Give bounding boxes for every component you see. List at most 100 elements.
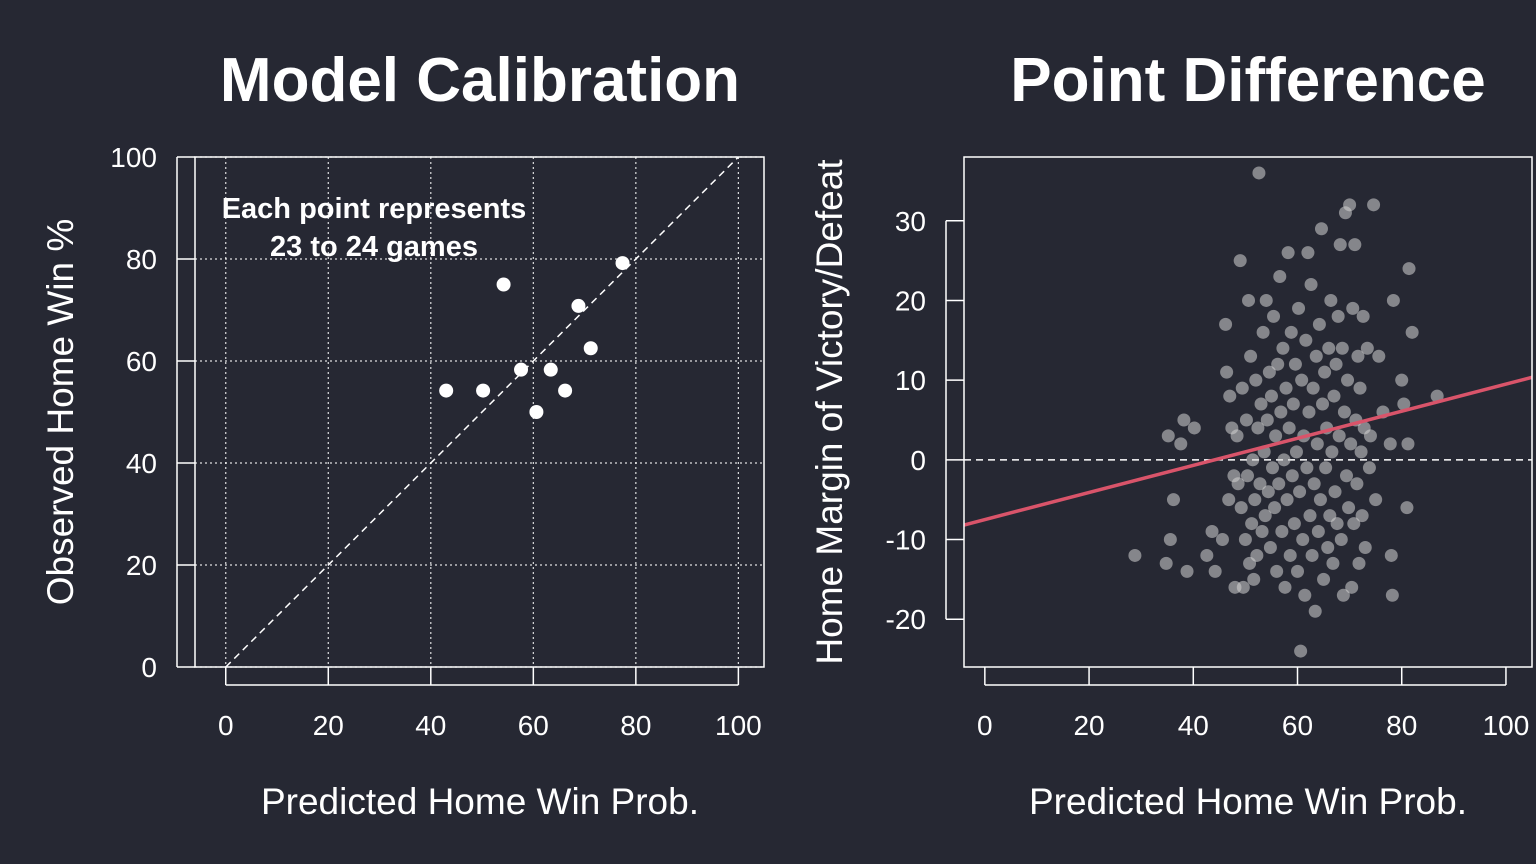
margin-point: [1327, 389, 1341, 403]
margin-point: [1336, 588, 1350, 602]
margin-point: [1205, 525, 1219, 539]
margin-point: [1309, 349, 1323, 363]
calibration-x-tick-label: 20: [313, 710, 344, 741]
margin-point: [1331, 309, 1345, 323]
calibration-point: [583, 341, 598, 356]
margin-point: [1300, 461, 1314, 475]
margin-point: [1161, 429, 1175, 443]
margin-point: [1281, 246, 1295, 260]
margin-point: [1325, 445, 1339, 459]
margin-point: [1278, 580, 1292, 594]
calibration-point: [496, 277, 511, 292]
margin-point: [1354, 445, 1368, 459]
margin-point: [1260, 413, 1274, 427]
margin-point: [1265, 461, 1279, 475]
margin-point: [1308, 604, 1322, 618]
calibration-point: [615, 256, 630, 271]
margin-point: [1369, 493, 1383, 507]
margin-point: [1342, 501, 1356, 515]
margin-point: [1345, 580, 1359, 594]
margin-point: [1275, 525, 1289, 539]
calibration-x-tick-label: 40: [415, 710, 446, 741]
calibration-title: Model Calibration: [220, 46, 740, 115]
margin-point: [1252, 166, 1266, 180]
margin-point: [1268, 501, 1282, 515]
calibration-point: [439, 383, 454, 398]
margin-point: [1248, 493, 1262, 507]
margin-point: [1219, 317, 1233, 331]
margin-point: [1288, 357, 1302, 371]
margin-point: [1276, 341, 1290, 355]
margin-point: [1269, 429, 1283, 443]
margin-point: [1279, 381, 1293, 395]
margin-point: [1220, 365, 1234, 379]
margin-point: [1316, 397, 1330, 411]
margin-x-tick-label: 20: [1073, 710, 1104, 741]
margin-point: [1238, 533, 1252, 546]
point-difference-panel: Point Difference -20 -10 0 10 20 30 0 20 40 60 80…: [809, 46, 1533, 822]
calibration-y-axis-label: Observed Home Win %: [40, 219, 81, 606]
margin-point: [1307, 477, 1321, 491]
margin-point: [1200, 548, 1214, 562]
margin-point: [1247, 572, 1261, 586]
margin-point: [1292, 301, 1306, 315]
margin-point: [1287, 517, 1301, 531]
margin-point: [1335, 341, 1349, 355]
margin-point: [1385, 588, 1399, 602]
calibration-point: [558, 383, 573, 398]
margin-point: [1230, 429, 1244, 443]
margin-point: [1363, 429, 1377, 443]
margin-point: [1246, 453, 1260, 467]
margin-y-tick-label: -20: [886, 604, 926, 635]
calibration-point: [571, 298, 586, 313]
margin-point: [1282, 421, 1296, 435]
margin-point: [1233, 254, 1247, 268]
margin-point: [1298, 588, 1312, 602]
margin-point: [1305, 548, 1319, 562]
margin-point: [1344, 437, 1358, 451]
margin-point: [1324, 293, 1338, 307]
calibration-grid: [195, 156, 764, 668]
margin-point: [1395, 373, 1409, 387]
margin-point: [1313, 493, 1327, 507]
margin-point: [1163, 533, 1177, 546]
margin-point: [1208, 564, 1222, 578]
point-difference-y-axis-label: Home Margin of Victory/Defeat: [809, 159, 850, 665]
calibration-y-tick-label: 20: [126, 550, 157, 581]
margin-x-tick-label: 100: [1483, 710, 1530, 741]
margin-point: [1128, 548, 1142, 562]
regression-fit-line: [964, 375, 1532, 527]
margin-point: [1332, 429, 1346, 443]
margin-point: [1348, 238, 1362, 252]
calibration-point: [514, 362, 529, 377]
margin-point: [1350, 477, 1364, 491]
margin-y-tick-label: 30: [895, 206, 926, 237]
margin-point: [1283, 548, 1297, 562]
margin-point: [1314, 222, 1328, 236]
margin-point: [1330, 517, 1344, 531]
margin-point: [1346, 301, 1360, 315]
margin-point: [1339, 469, 1353, 483]
calibration-point: [543, 362, 558, 377]
point-difference-plot-frame: [963, 156, 1533, 668]
margin-point: [1263, 540, 1277, 554]
margin-point: [1321, 540, 1335, 554]
margin-point: [1259, 293, 1273, 307]
margin-point: [1174, 437, 1188, 451]
margin-point: [1296, 533, 1310, 546]
margin-point: [1159, 556, 1173, 570]
margin-point: [1256, 325, 1270, 339]
margin-point: [1267, 309, 1281, 323]
margin-point: [1299, 333, 1313, 347]
margin-point: [1334, 533, 1348, 546]
margin-point: [1215, 533, 1229, 546]
margin-point: [1384, 548, 1398, 562]
margin-point: [1294, 644, 1308, 658]
margin-point: [1306, 381, 1320, 395]
margin-point: [1187, 421, 1201, 435]
margin-point: [1239, 413, 1253, 427]
point-difference-y-axis: -20 -10 0 10 20 30: [886, 206, 964, 635]
calibration-x-tick-label: 0: [218, 710, 234, 741]
margin-point: [1301, 246, 1315, 260]
